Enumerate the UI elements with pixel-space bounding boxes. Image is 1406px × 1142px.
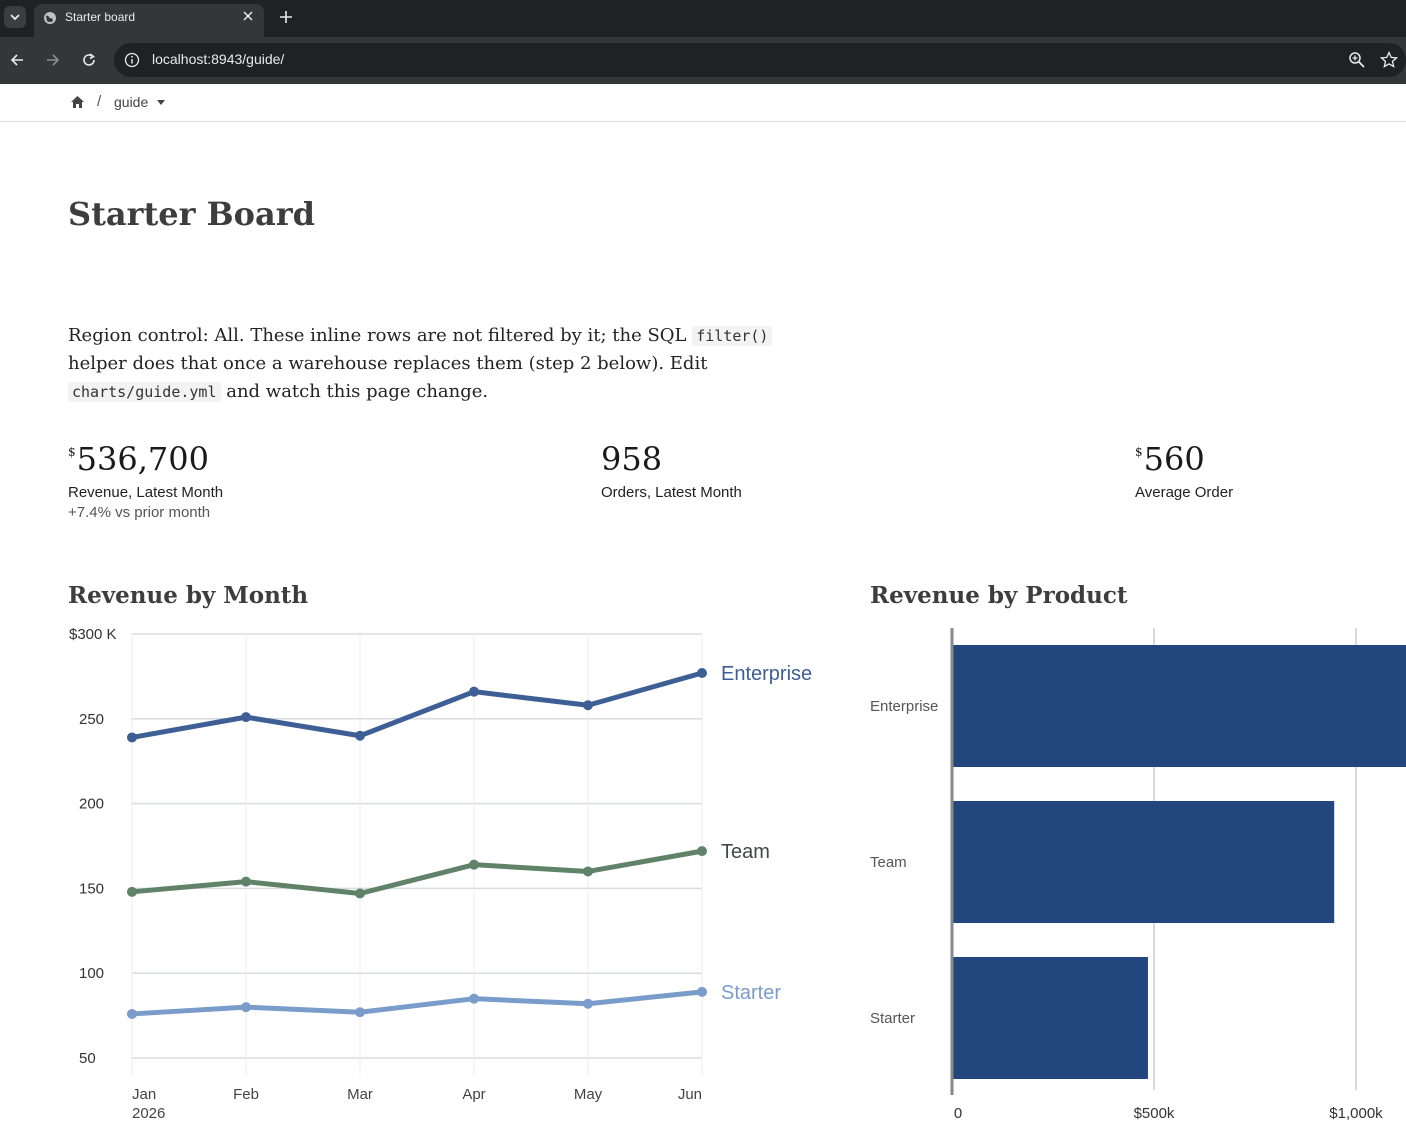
reload-button[interactable] bbox=[78, 49, 100, 71]
x-tick-label: $1,000k bbox=[1329, 1105, 1383, 1122]
intro-paragraph: Region control: All. These inline rows a… bbox=[68, 322, 828, 406]
kpi-label: Revenue, Latest Month bbox=[68, 484, 224, 501]
series-label: Team bbox=[721, 841, 770, 863]
x-year-label: 2026 bbox=[132, 1105, 165, 1122]
data-point bbox=[583, 700, 593, 711]
data-point bbox=[469, 993, 479, 1004]
line-chart-title: Revenue by Month bbox=[68, 582, 309, 609]
data-point bbox=[697, 846, 707, 857]
kpi-label: Orders, Latest Month bbox=[601, 484, 742, 501]
bar bbox=[952, 957, 1148, 1079]
category-label: Team bbox=[870, 854, 907, 871]
x-tick-label: Apr bbox=[462, 1086, 485, 1103]
forward-button[interactable] bbox=[42, 49, 64, 71]
intro-text-3: and watch this page change. bbox=[220, 381, 489, 402]
arrow-left-icon bbox=[10, 54, 23, 66]
data-point bbox=[241, 876, 251, 887]
data-point bbox=[241, 712, 251, 723]
browser-tab[interactable]: Starter board bbox=[34, 4, 264, 37]
y-tick-label: $300 K bbox=[69, 626, 117, 643]
arrow-right-icon bbox=[47, 54, 60, 66]
category-label: Enterprise bbox=[870, 698, 938, 715]
data-point bbox=[469, 686, 479, 697]
browser-tab-strip: Starter board bbox=[0, 0, 1406, 37]
back-button[interactable] bbox=[6, 49, 28, 71]
plus-icon bbox=[280, 11, 292, 23]
kpi-revenue: $536,700 Revenue, Latest Month +7.4% vs … bbox=[68, 440, 223, 521]
data-point bbox=[697, 668, 707, 679]
data-point bbox=[127, 886, 137, 897]
tab-close-button[interactable] bbox=[240, 8, 256, 24]
data-point bbox=[355, 1007, 365, 1018]
tab-title: Starter board bbox=[65, 10, 136, 24]
kpi-number: 560 bbox=[1143, 440, 1205, 478]
data-point bbox=[127, 732, 137, 743]
revenue-by-product-chart: Enterprise Team Starter 0 $500k $1,000k bbox=[870, 628, 1406, 1122]
data-point bbox=[241, 1002, 251, 1013]
breadcrumb: / guide bbox=[0, 84, 1406, 122]
data-point bbox=[697, 986, 707, 997]
x-tick-label: Jun bbox=[678, 1086, 702, 1103]
kpi-value: 958 bbox=[601, 440, 742, 478]
home-icon[interactable] bbox=[70, 95, 85, 109]
x-tick-label: May bbox=[574, 1086, 603, 1103]
bar-chart-title: Revenue by Product bbox=[870, 582, 1128, 609]
star-icon[interactable] bbox=[1380, 51, 1398, 69]
category-label: Starter bbox=[870, 1010, 915, 1027]
intro-code-filter: filter() bbox=[692, 326, 773, 346]
series-line bbox=[129, 848, 705, 897]
data-point bbox=[583, 866, 593, 877]
tab-search-button[interactable] bbox=[4, 6, 26, 28]
new-tab-button[interactable] bbox=[276, 7, 296, 27]
series-label: Enterprise bbox=[721, 663, 812, 685]
y-tick-label: 150 bbox=[79, 880, 104, 897]
series-label: Starter bbox=[721, 982, 781, 1004]
x-tick-label: $500k bbox=[1134, 1105, 1175, 1122]
address-bar[interactable]: localhost:8943/guide/ bbox=[114, 43, 1406, 77]
y-tick-label: 200 bbox=[79, 796, 104, 813]
revenue-by-month-chart: $300 K 250 200 150 100 50 Jan Feb Mar Apr May Jun 20… bbox=[69, 626, 812, 1122]
kpi-prefix: $ bbox=[68, 445, 76, 459]
y-tick-label: 250 bbox=[79, 711, 104, 728]
data-point bbox=[355, 730, 365, 741]
x-tick-label: Jan bbox=[132, 1086, 156, 1103]
intro-text-2: helper does that once a warehouse replac… bbox=[68, 353, 708, 374]
intro-text-1: Region control: All. These inline rows a… bbox=[68, 325, 693, 346]
bar bbox=[952, 645, 1406, 767]
breadcrumb-separator: / bbox=[97, 93, 102, 110]
breadcrumb-current[interactable]: guide bbox=[114, 94, 149, 110]
zoom-icon[interactable] bbox=[1348, 51, 1366, 69]
y-tick-label: 50 bbox=[79, 1050, 96, 1067]
kpi-change: +7.4% vs prior month bbox=[68, 504, 211, 521]
series-line bbox=[129, 989, 705, 1017]
page-title: Starter Board bbox=[68, 195, 315, 233]
bar bbox=[952, 801, 1335, 923]
x-tick-label: Feb bbox=[233, 1086, 259, 1103]
kpi-number: 536,700 bbox=[76, 440, 209, 478]
series-line bbox=[129, 670, 705, 740]
caret-down-icon[interactable] bbox=[157, 100, 165, 105]
chevron-down-icon bbox=[10, 14, 20, 21]
data-point bbox=[469, 859, 479, 870]
kpi-value: $560 bbox=[1135, 440, 1233, 478]
intro-code-path: charts/guide.yml bbox=[68, 382, 221, 402]
x-tick-label: 0 bbox=[954, 1105, 962, 1122]
kpi-orders: 958 Orders, Latest Month bbox=[601, 440, 742, 501]
y-tick-label: 100 bbox=[79, 965, 104, 982]
kpi-number: 958 bbox=[601, 440, 663, 478]
info-icon[interactable] bbox=[124, 52, 140, 68]
kpi-label: Average Order bbox=[1135, 484, 1234, 501]
x-tick-label: Mar bbox=[347, 1086, 373, 1103]
reload-icon bbox=[83, 53, 95, 66]
data-point bbox=[127, 1008, 137, 1019]
url-text: localhost:8943/guide/ bbox=[152, 51, 285, 67]
close-icon bbox=[243, 11, 253, 21]
kpi-prefix: $ bbox=[1135, 445, 1143, 459]
data-point bbox=[355, 888, 365, 899]
globe-icon bbox=[44, 12, 56, 24]
browser-toolbar: localhost:8943/guide/ bbox=[0, 37, 1406, 84]
kpi-average-order: $560 Average Order bbox=[1135, 440, 1233, 501]
kpi-value: $536,700 bbox=[68, 440, 223, 478]
data-point bbox=[583, 998, 593, 1009]
